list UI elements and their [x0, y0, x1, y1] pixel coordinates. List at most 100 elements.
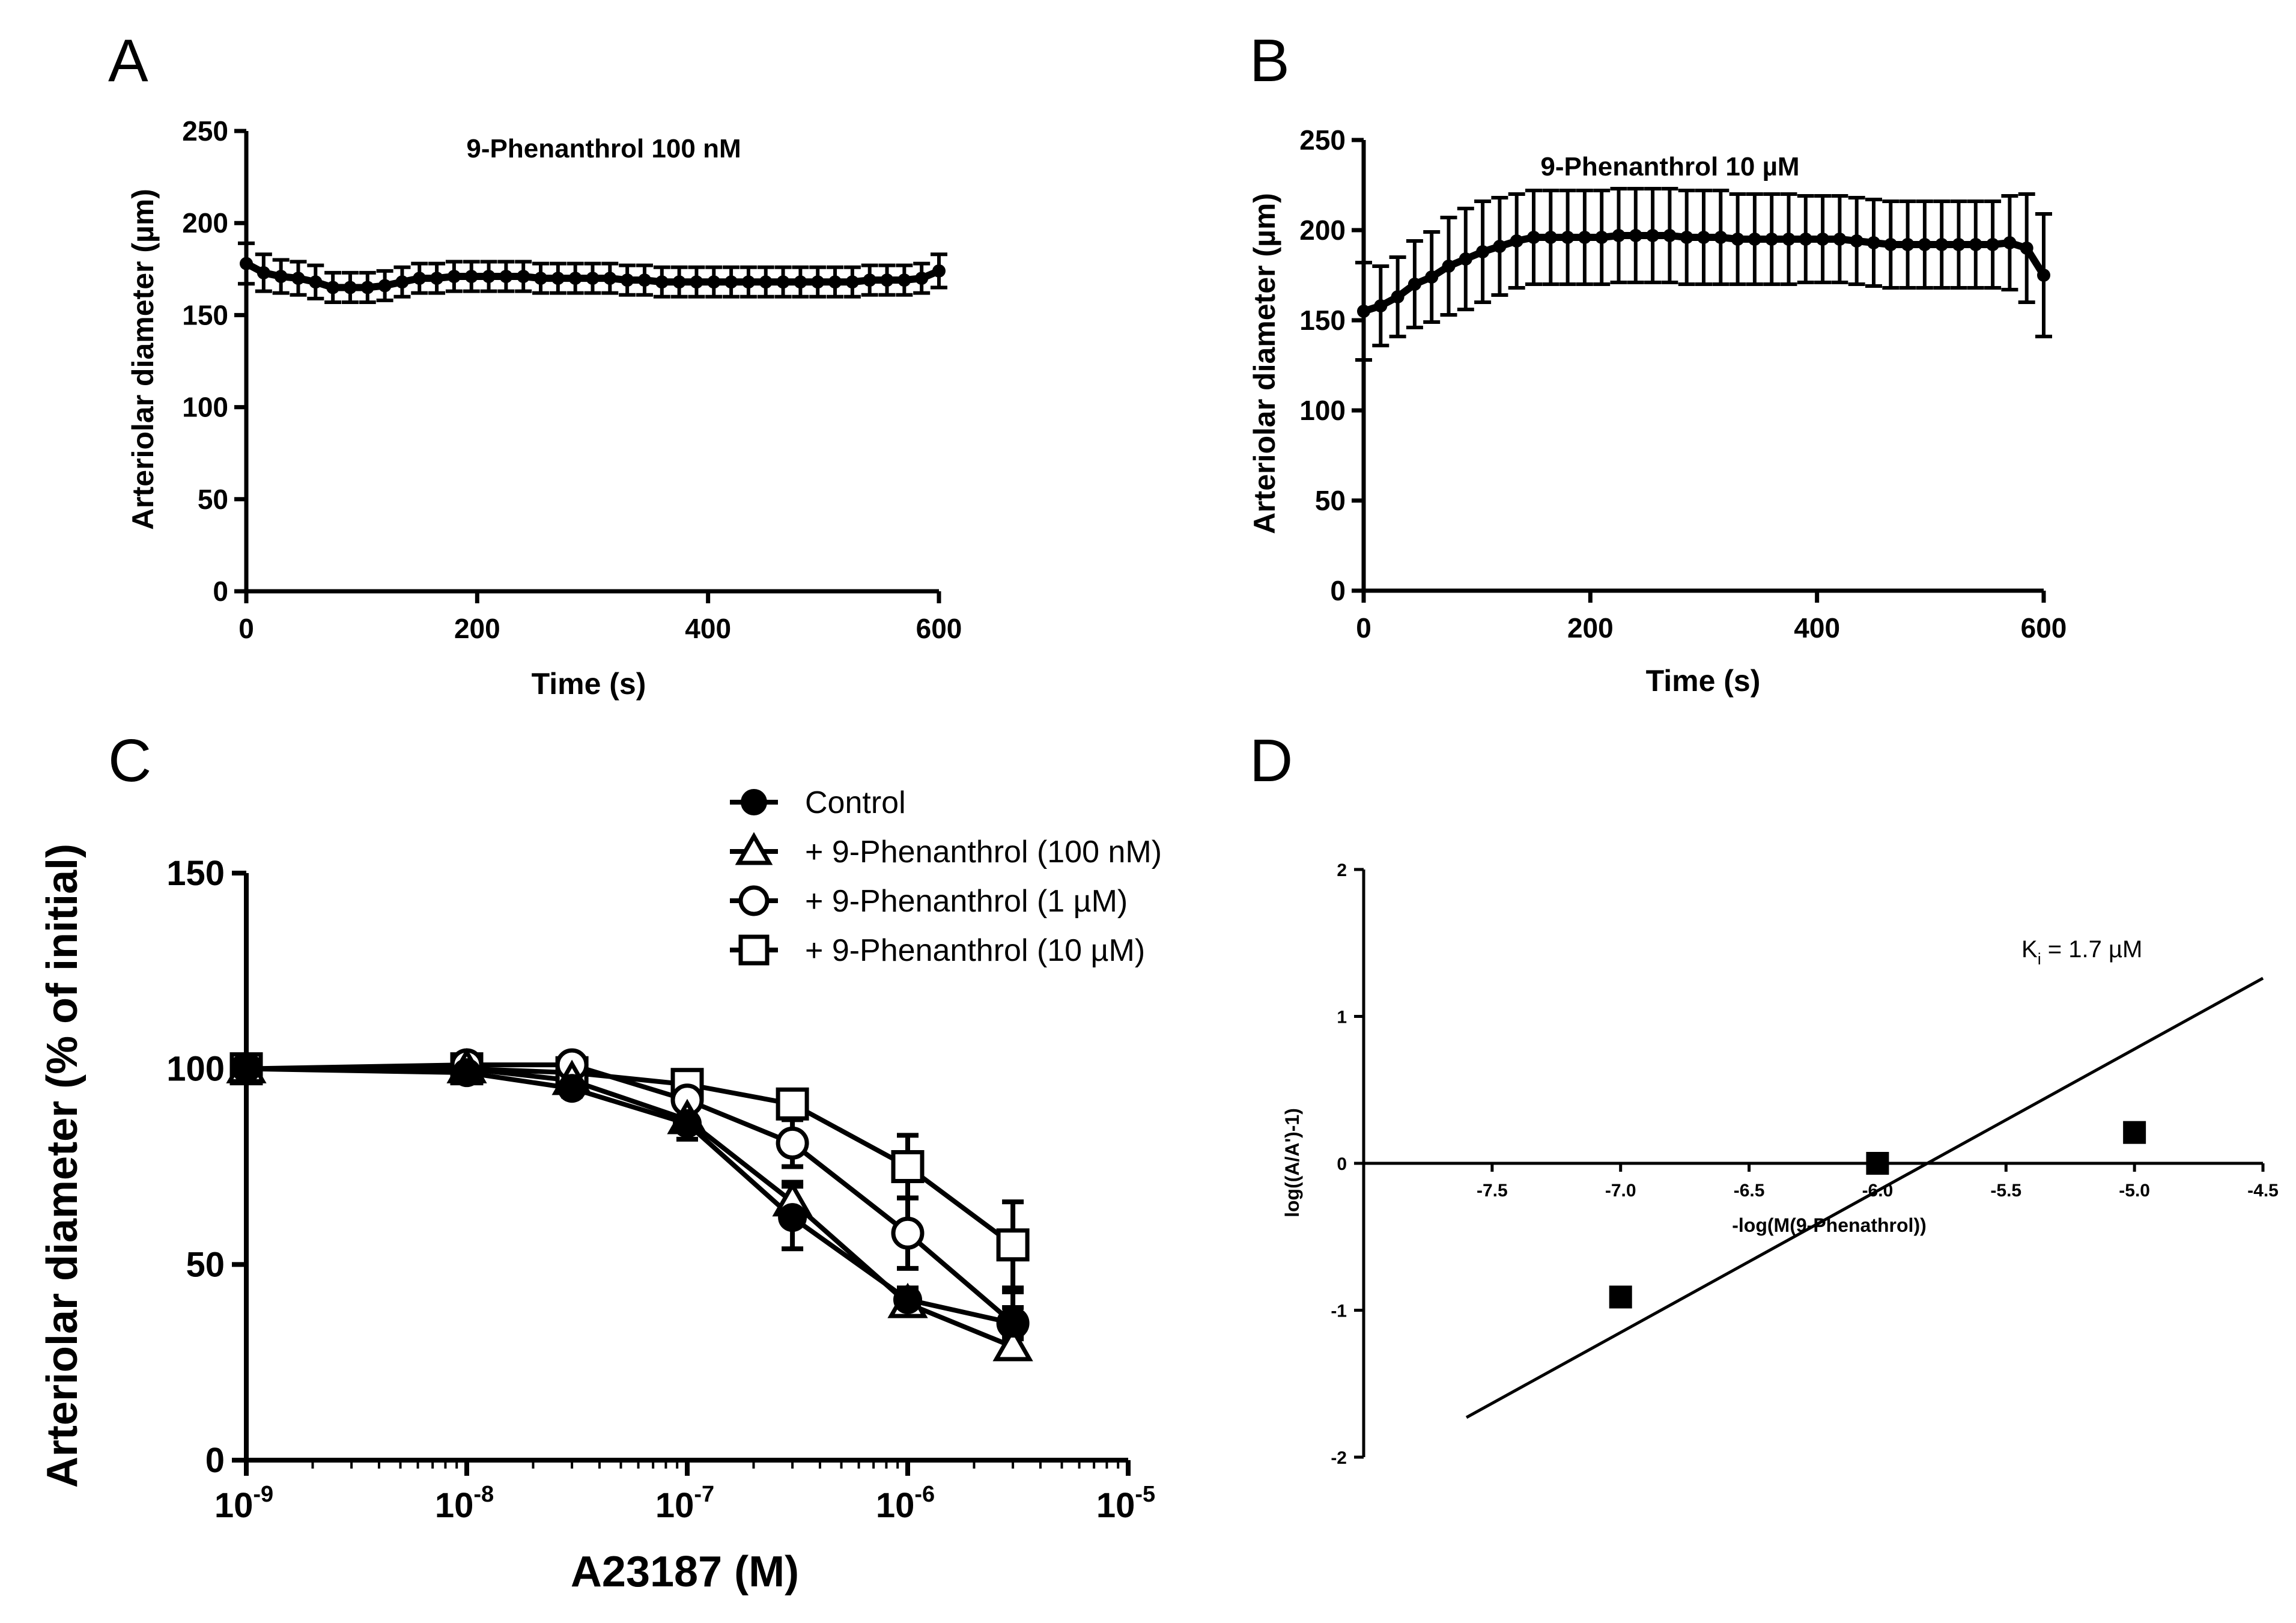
panel-a-data-point	[621, 273, 634, 287]
panel-a-data-point	[326, 281, 340, 294]
panel-b-data-point	[1527, 231, 1540, 244]
panel-d-data-point	[1866, 1152, 1889, 1175]
panel-c-x-tick-base: 10	[214, 1486, 254, 1525]
panel-b-data-point	[1850, 234, 1863, 248]
panel-d-x-tick-label: -5.5	[1990, 1181, 2021, 1201]
panel-a-data-point	[257, 266, 270, 279]
panel-a-y-tick-label: 100	[182, 392, 228, 423]
panel-b-y-tick-label: 100	[1299, 395, 1346, 426]
panel-a-x-tick-label: 600	[916, 613, 962, 644]
panel-c-ylabel: Arteriolar diameter (% of initial)	[38, 844, 87, 1488]
panel-c-x-tick-label: 10-9	[214, 1482, 273, 1525]
panel-b-data-point	[2037, 269, 2050, 282]
panel-a-data-point	[360, 281, 374, 294]
panel-d-x-tick-label: -5.0	[2119, 1181, 2150, 1201]
panel-a-data-point	[551, 272, 565, 285]
panel-b-x-tick-label: 200	[1567, 612, 1614, 644]
panel-a-data-point	[637, 273, 651, 287]
panel-a-data-point	[378, 279, 392, 293]
panel-d-x-tick-label: -4.5	[2247, 1181, 2279, 1201]
panel-a-data-point	[932, 264, 946, 278]
panel-b-y-tick-label: 250	[1299, 124, 1346, 156]
panel-a-data-point	[413, 272, 427, 285]
panel-c-marker	[776, 1087, 809, 1121]
panel-d-xlabel: -log(M(9-Phenathrol))	[1732, 1214, 1927, 1236]
panel-c-x-tick-base: 10	[435, 1486, 474, 1525]
panel-c-y-tick-label: 50	[186, 1245, 225, 1284]
panel-letter-b: B	[1250, 27, 1290, 94]
panel-b-title: 9-Phenanthrol 10 µM	[1540, 152, 1799, 181]
panel-a-data-point	[828, 275, 842, 289]
panel-b-data-point	[1476, 245, 1490, 258]
panel-a-data-point	[482, 270, 496, 284]
panel-a-data-point	[430, 272, 444, 285]
panel-b-data-point	[1357, 305, 1370, 318]
panel-d-annotation-main: K	[2021, 936, 2038, 963]
panel-c-x-tick-base: 10	[876, 1486, 915, 1525]
panel-a-y-tick-label: 50	[198, 484, 228, 515]
panel-a-data-point	[724, 275, 738, 289]
panel-a-data-point	[534, 272, 548, 285]
panel-b-data-point	[1816, 233, 1830, 246]
panel-c-marker	[452, 1058, 481, 1088]
panel-b-data-point	[1510, 234, 1523, 248]
panel-a-xlabel: Time (s)	[532, 667, 646, 701]
panel-b-data-point	[1374, 299, 1388, 312]
panel-d-y-tick-label: -1	[1331, 1302, 1347, 1321]
panel-letter-d: D	[1250, 727, 1293, 794]
panel-b-data-point	[1595, 231, 1609, 244]
panel-b-data-point	[2020, 242, 2033, 255]
panel-a-chart: 0 200 400 600 0 50 100 150 200 250 9-Phenanthrol …	[126, 115, 962, 701]
panel-a-data-point	[586, 272, 600, 285]
panel-d-y-tick-label: 2	[1337, 860, 1347, 880]
panel-c-x-tick-exponent: -6	[914, 1482, 935, 1507]
panel-b-data-point	[1561, 231, 1575, 244]
panel-c-marker	[998, 1309, 1028, 1338]
panel-b-data-point	[1646, 229, 1660, 242]
panel-a-data-point	[499, 270, 513, 284]
panel-a-data-point	[274, 270, 288, 284]
panel-d-ylabel: log((A/A')-1)	[1281, 1108, 1303, 1217]
panel-b-data-point	[1986, 238, 2000, 251]
panel-a-data-point	[845, 275, 859, 289]
panel-d-x-tick-label: -6.5	[1734, 1181, 1765, 1201]
panel-b-chart: 0 200 400 600 0 50 100 150 200 250 9-Phenanthrol …	[1248, 124, 2067, 698]
panel-c-marker	[741, 789, 767, 815]
panel-b-data-point	[1425, 270, 1439, 284]
panel-a-data-point	[655, 275, 669, 289]
panel-b-data-point	[1884, 238, 1898, 251]
panel-b-data-point	[1629, 229, 1642, 242]
panel-c-x-tick-exponent: -8	[473, 1482, 494, 1507]
panel-a-data-point	[568, 272, 582, 285]
panel-a-data-point	[395, 275, 409, 289]
panel-a-y-tick-label: 250	[182, 115, 228, 147]
panel-b-data-point	[1867, 236, 1880, 249]
panel-c-y-tick-label: 0	[205, 1441, 225, 1480]
panel-c-x-tick-label: 10-7	[655, 1482, 714, 1525]
panel-c-x-tick-exponent: -9	[253, 1482, 273, 1507]
panel-a-data-point	[897, 273, 911, 287]
panel-b-y-tick-label: 0	[1330, 575, 1346, 606]
panel-d-marks	[1465, 976, 2264, 1419]
panel-a-data-point	[447, 270, 461, 284]
panel-letter-c: C	[108, 727, 151, 794]
panel-a-data-point	[863, 273, 876, 287]
panel-b-data-point	[1612, 229, 1626, 242]
panel-c-marker	[891, 1216, 925, 1250]
panel-a-data-point	[291, 272, 305, 285]
panel-b-x-tick-label: 600	[2021, 612, 2067, 644]
panel-b-ylabel: Arteriolar diameter (µm)	[1248, 193, 1281, 534]
panel-b-axes: 0 200 400 600 0 50 100 150 200 250	[1299, 124, 2067, 644]
panel-a-data-point	[915, 272, 929, 285]
panel-b-x-tick-label: 400	[1794, 612, 1840, 644]
legend-label: Control	[805, 785, 906, 820]
panel-b-data-point	[1578, 231, 1591, 244]
panel-c-marker	[776, 1126, 809, 1160]
panel-d-data-point	[2123, 1121, 2146, 1144]
panel-a-title: 9-Phenanthrol 100 nM	[466, 134, 741, 163]
panel-c-marker	[232, 1054, 261, 1083]
panel-c-xlabel: A23187 (M)	[571, 1548, 799, 1596]
panel-d-x-tick-label: -7.0	[1605, 1181, 1636, 1201]
panel-a-data-point	[309, 275, 323, 289]
